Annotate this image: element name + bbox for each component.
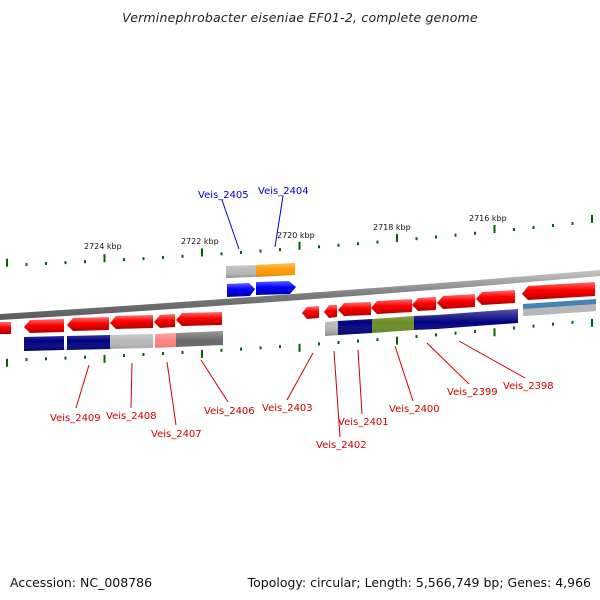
gene-arrow-veis-2403[interactable] xyxy=(302,306,319,319)
cog-box[interactable] xyxy=(523,304,596,316)
gene-label-veis-2404[interactable]: Veis_2404 xyxy=(258,186,309,197)
scale-label: 2720 kbp xyxy=(277,231,315,240)
gene-label-veis-2398[interactable]: Veis_2398 xyxy=(503,381,554,392)
gene-arrow-veis-2402[interactable] xyxy=(324,305,337,318)
gene-label-veis-2408[interactable]: Veis_2408 xyxy=(106,411,157,422)
scale-label: 2716 kbp xyxy=(469,214,507,223)
gene-label-veis-2406[interactable]: Veis_2406 xyxy=(204,406,255,417)
forward-label-leaders xyxy=(221,195,284,250)
reverse-label-leaders xyxy=(75,340,526,438)
forward-gene-track xyxy=(227,281,296,297)
gene-arrow-veis-2409[interactable] xyxy=(24,319,64,333)
outer-scale-ring xyxy=(6,214,593,267)
gene-arrow-veis-2408[interactable] xyxy=(67,317,109,331)
forward-cog-track xyxy=(226,263,295,278)
gene-arrow[interactable] xyxy=(412,297,436,311)
gene-label-veis-2402[interactable]: Veis_2402 xyxy=(316,440,367,451)
gene-label-veis-2405[interactable]: Veis_2405 xyxy=(198,190,249,201)
gene-label-veis-2409[interactable]: Veis_2409 xyxy=(50,413,101,424)
scale-label: 2724 kbp xyxy=(84,242,122,251)
scale-label: 2718 kbp xyxy=(373,223,411,232)
gene-label-veis-2403[interactable]: Veis_2403 xyxy=(262,403,313,414)
gene-arrow-veis-2405[interactable] xyxy=(227,283,255,297)
scale-labels: 2724 kbp 2722 kbp 2720 kbp 2718 kbp 2716… xyxy=(84,214,507,251)
gene-arrow-veis-2407[interactable] xyxy=(154,314,175,328)
forward-labels: Veis_2405 Veis_2404 xyxy=(198,186,309,201)
reverse-cog-track xyxy=(24,299,596,351)
inner-scale-ring xyxy=(6,318,593,367)
gene-arrow-veis-2399[interactable] xyxy=(437,294,475,309)
scale-label: 2722 kbp xyxy=(181,237,219,246)
reverse-labels: Veis_2409 Veis_2408 Veis_2407 Veis_2406 … xyxy=(50,381,554,451)
gene-arrow[interactable] xyxy=(522,282,595,300)
gene-arrow-veis-2406[interactable] xyxy=(176,312,222,326)
gene-label-veis-2400[interactable]: Veis_2400 xyxy=(389,404,440,415)
genome-backbone xyxy=(0,270,600,320)
gene-arrow[interactable] xyxy=(0,322,11,334)
accession-text: Accession: NC_008786 xyxy=(10,575,153,590)
topology-text: Topology: circular; Length: 5,566,749 bp… xyxy=(247,575,591,590)
gene-arrow[interactable] xyxy=(110,315,153,329)
map-title: Verminephrobacter eiseniae EF01-2, compl… xyxy=(122,10,478,25)
reverse-gene-track xyxy=(0,282,595,334)
gene-label-veis-2401[interactable]: Veis_2401 xyxy=(338,417,389,428)
gene-arrow-veis-2400[interactable] xyxy=(371,299,412,314)
gene-arrow-veis-2398[interactable] xyxy=(476,290,515,305)
gene-arrow-veis-2401[interactable] xyxy=(338,302,371,316)
gene-arrow-veis-2404[interactable] xyxy=(256,281,296,295)
gene-label-veis-2399[interactable]: Veis_2399 xyxy=(447,387,498,398)
gene-label-veis-2407[interactable]: Veis_2407 xyxy=(151,429,202,440)
